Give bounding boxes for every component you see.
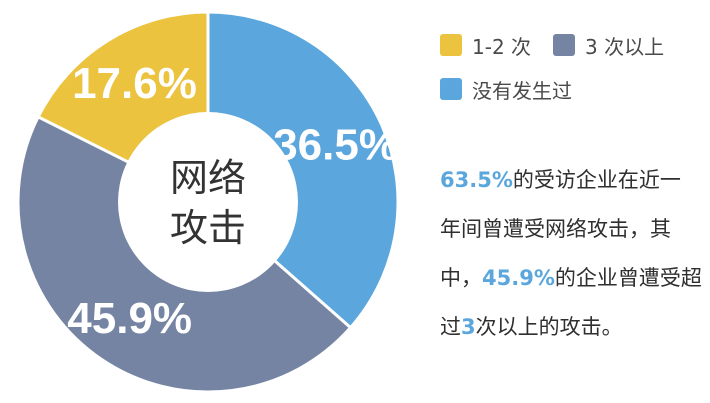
- legend-swatch-yellow: [440, 34, 462, 56]
- note-line-2: 年间曾遭受网络攻击，其: [440, 205, 702, 254]
- note-text: 的受访企业在近一: [512, 168, 681, 192]
- note-line-4: 过3次以上的攻击。: [440, 303, 702, 352]
- legend-label: 3 次以上: [585, 34, 665, 59]
- legend-item-none: 没有发生过: [440, 75, 572, 104]
- center-label-line1: 网络: [170, 156, 246, 200]
- center-label-line2: 攻击: [170, 206, 246, 250]
- legend-row-2: 没有发生过: [440, 74, 710, 104]
- donut-chart: 36.5% 45.9% 17.6% 网络 攻击: [16, 10, 400, 394]
- legend-row-1: 1-2 次 3 次以上: [440, 30, 710, 60]
- legend-swatch-slate: [553, 34, 576, 56]
- note-line-1: 63.5%的受访企业在近一: [440, 156, 702, 205]
- slice-0: [206, 10, 400, 330]
- legend-item-3-plus: 3 次以上: [553, 31, 664, 60]
- legend-label: 1-2 次: [472, 34, 532, 59]
- highlight-percent: 45.9%: [482, 266, 555, 290]
- legend-item-1-2: 1-2 次: [440, 31, 531, 60]
- summary-note: 63.5%的受访企业在近一 年间曾遭受网络攻击，其 中，45.9%的企业曾遭受超…: [440, 156, 702, 352]
- note-line-3: 中，45.9%的企业曾遭受超: [440, 254, 702, 303]
- note-text: 次以上的攻击。: [475, 315, 623, 339]
- highlight-number: 3: [461, 315, 476, 339]
- legend: 1-2 次 3 次以上 没有发生过: [440, 30, 710, 118]
- note-text: 中，: [440, 266, 482, 290]
- legend-label: 没有发生过: [472, 78, 572, 103]
- note-text: 过: [440, 315, 461, 339]
- slice-label-2: 17.6%: [72, 59, 197, 108]
- slice-label-1: 45.9%: [67, 294, 192, 343]
- highlight-percent: 63.5%: [440, 168, 513, 192]
- donut-hole: [118, 112, 298, 292]
- note-text: 年间曾遭受网络攻击，其: [440, 217, 671, 241]
- slice-labels: 36.5% 45.9% 17.6%: [67, 59, 398, 343]
- slice-label-0: 36.5%: [273, 120, 398, 169]
- legend-swatch-blue: [440, 78, 462, 100]
- note-text: 的企业曾遭受超: [554, 266, 702, 290]
